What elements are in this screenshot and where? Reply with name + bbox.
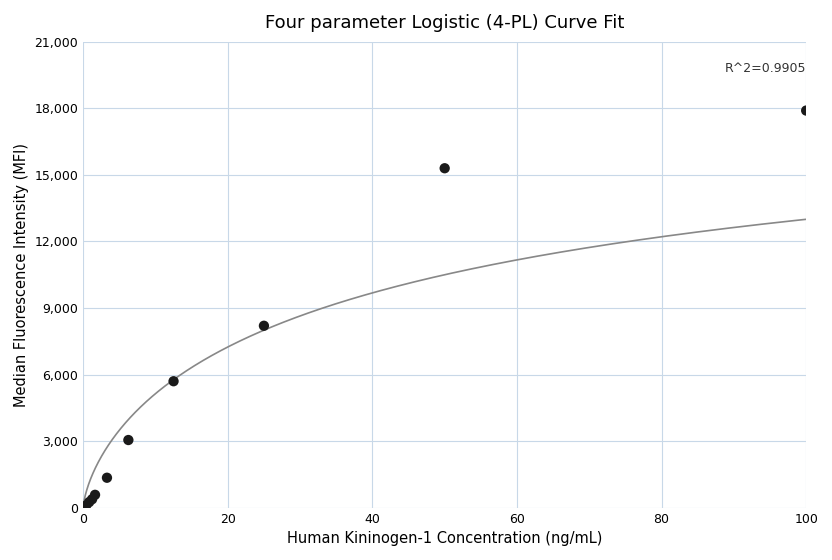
Y-axis label: Median Fluorescence Intensity (MFI): Median Fluorescence Intensity (MFI) [14,143,29,407]
Point [80,501,93,510]
Point [167,377,181,386]
Point [101,473,114,482]
Point [121,436,135,445]
Title: Four parameter Logistic (4-PL) Curve Fit: Four parameter Logistic (4-PL) Curve Fit [265,14,624,32]
Text: R^2=0.9905: R^2=0.9905 [725,62,806,75]
X-axis label: Human Kininogen-1 Concentration (ng/mL): Human Kininogen-1 Concentration (ng/mL) [287,531,602,546]
Point [257,321,270,330]
Point [438,164,451,172]
Point [800,106,813,115]
Point [88,491,102,500]
Point [82,498,96,507]
Point [86,495,99,504]
